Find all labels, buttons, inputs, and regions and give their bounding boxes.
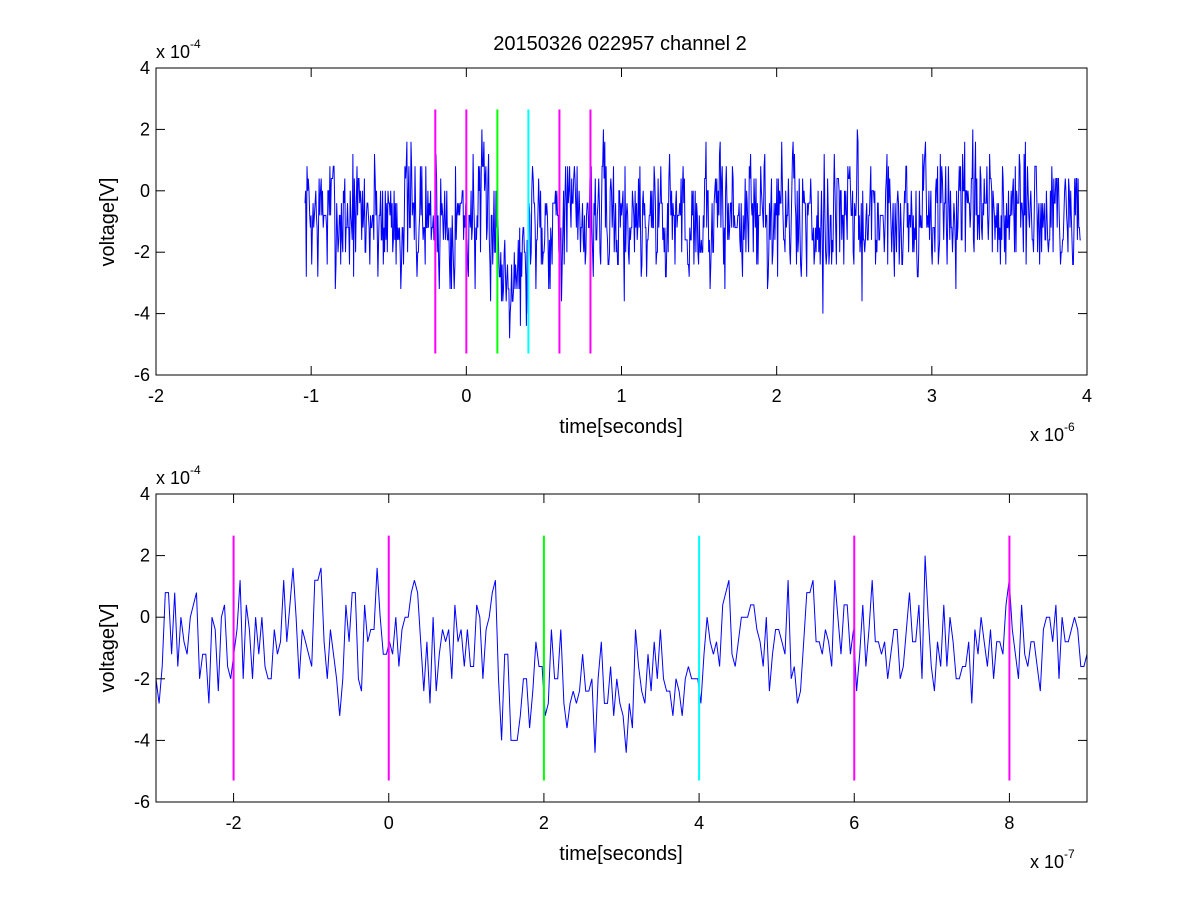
bottom-plot-x-tick-label: 2	[539, 813, 549, 833]
top-plot-traces	[305, 109, 1081, 353]
top-plot-x-tick-label: -1	[303, 386, 319, 406]
top-plot-y-tick-label: -6	[134, 365, 150, 385]
top-plot-ticks: -2 -1 0 1 2 3 4 -6 -4 -2 0 2 4	[134, 58, 1092, 406]
top-plot-y-tick-label: 2	[140, 119, 150, 139]
top-plot-x-multiplier-exponent: -6	[1064, 420, 1075, 434]
bottom-plot-frame	[156, 494, 1087, 802]
bottom-plot-y-tick-label: 2	[140, 546, 150, 566]
top-plot-x-tick-label: 3	[927, 386, 937, 406]
bottom-plot-y-multiplier-base: x 10	[156, 468, 190, 488]
top-plot-y-multiplier-base: x 10	[156, 42, 190, 62]
top-plot-x-multiplier: x 10-6	[1030, 420, 1075, 445]
bottom-plot-x-multiplier: x 10-7	[1030, 847, 1075, 872]
bottom-plot-y-multiplier: x 10-4	[156, 463, 201, 488]
bottom-plot-x-tick-label: 6	[849, 813, 859, 833]
bottom-plot-y-tick-label: -2	[134, 669, 150, 689]
bottom-plot-traces	[156, 536, 1087, 781]
bottom-plot-y-tick-label: 4	[140, 484, 150, 504]
top-plot-y-axis-label: voltage[V]	[97, 178, 119, 267]
bottom-plot-x-multiplier-base: x 10	[1030, 852, 1064, 872]
bottom-plot-y-tick-label: -4	[134, 730, 150, 750]
top-plot-y-multiplier-exponent: -4	[190, 37, 201, 51]
top-plot-x-tick-label: 4	[1082, 386, 1092, 406]
top-plot-y-tick-label: -4	[134, 304, 150, 324]
top-plot-y-tick-label: -2	[134, 242, 150, 262]
figure-title: 20150326 022957 channel 2	[493, 33, 747, 55]
bottom-plot-y-multiplier-exponent: -4	[190, 463, 201, 477]
top-plot-signal-line	[305, 129, 1081, 338]
bottom-plot-y-axis-label: voltage[V]	[97, 604, 119, 693]
bottom-plot-x-tick-label: 4	[694, 813, 704, 833]
bottom-plot-x-tick-label: -2	[226, 813, 242, 833]
top-plot-x-axis-label: time[seconds]	[559, 416, 682, 438]
bottom-plot-ticks: -2 0 2 4 6 8 -6 -4 -2 0 2 4	[134, 484, 1087, 833]
top-plot-x-tick-label: 0	[461, 386, 471, 406]
top-plot-x-tick-label: 1	[616, 386, 626, 406]
top-plot-x-tick-label: -2	[148, 386, 164, 406]
top-plot-x-tick-label: 2	[772, 386, 782, 406]
bottom-plot-y-tick-label: -6	[134, 792, 150, 812]
figure-canvas: 20150326 022957 channel 2 -2 -1 0 1 2 3 4-6-4-…	[0, 0, 1200, 900]
bottom-plot-x-multiplier-exponent: -7	[1064, 847, 1075, 861]
bottom-plot: -2 0 2 4 6 8 -6 -4 -2 0 2 4 time[seconds] voltage[V…	[97, 463, 1087, 872]
top-plot: -2 -1 0 1 2 3 4 -6 -4 -2 0 2 4 time[seconds] voltage…	[97, 37, 1092, 445]
bottom-plot-x-tick-label: 0	[384, 813, 394, 833]
top-plot-y-multiplier: x 10-4	[156, 37, 201, 62]
top-plot-x-multiplier-base: x 10	[1030, 425, 1064, 445]
top-plot-y-tick-label: 0	[140, 181, 150, 201]
bottom-plot-x-tick-label: 8	[1004, 813, 1014, 833]
bottom-plot-x-axis-label: time[seconds]	[559, 843, 682, 865]
bottom-plot-y-tick-label: 0	[140, 607, 150, 627]
bottom-plot-signal-line	[156, 556, 1087, 753]
top-plot-y-tick-label: 4	[140, 58, 150, 78]
